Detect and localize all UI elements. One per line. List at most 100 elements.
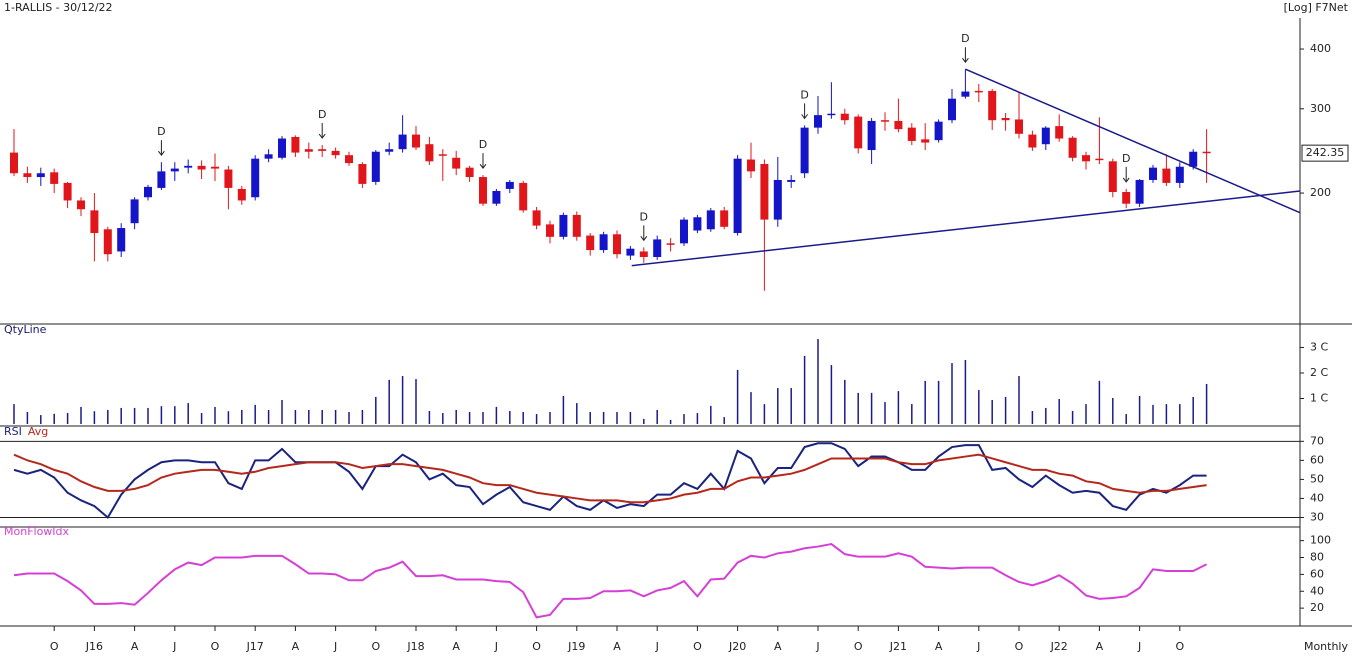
- signal-label: D: [640, 210, 648, 223]
- frames: [0, 18, 1352, 627]
- x-tick-label: A: [1096, 640, 1104, 653]
- candle-body: [345, 155, 353, 164]
- signal-label: D: [800, 88, 808, 101]
- signal-label: D: [318, 108, 326, 121]
- y-tick-label: 300: [1310, 102, 1331, 115]
- legend-label: MonFlowIdx: [4, 525, 70, 538]
- candle-body: [50, 172, 59, 184]
- candle-body: [814, 115, 822, 128]
- candle-body: [224, 169, 233, 188]
- candle-body: [961, 91, 970, 97]
- y-tick-label: 200: [1310, 186, 1331, 199]
- x-tick-label: O: [371, 640, 380, 653]
- candle-body: [10, 152, 18, 174]
- candle-body: [1068, 137, 1077, 158]
- indicator-line: [13, 442, 1207, 520]
- y-tick-label: 400: [1310, 42, 1331, 55]
- x-tick-label: J21: [889, 640, 907, 653]
- candle-body: [854, 116, 863, 149]
- candle-body: [1015, 119, 1023, 134]
- candle-body: [733, 158, 742, 234]
- candle-body: [747, 159, 755, 172]
- candle-body: [77, 200, 85, 210]
- signal-arrowhead: [640, 236, 648, 242]
- candle-body: [1162, 168, 1171, 183]
- candle-body: [1202, 151, 1211, 154]
- candle-body: [1175, 166, 1184, 183]
- panel-title: QtyLine: [4, 323, 47, 336]
- candle-body: [1041, 127, 1050, 145]
- y-tick-label: 60: [1310, 453, 1324, 466]
- x-axis-label: Monthly: [1304, 640, 1349, 653]
- candle-body: [291, 136, 300, 153]
- signal-label: D: [157, 125, 165, 138]
- y-tick-label: 3 C: [1310, 340, 1328, 353]
- candle-body: [827, 113, 836, 116]
- candle-body: [907, 127, 916, 141]
- candle-body: [948, 98, 956, 121]
- candle-body: [63, 182, 72, 201]
- y-tick-label: 1 C: [1310, 391, 1328, 404]
- candle-body: [974, 90, 983, 93]
- candle-body: [867, 120, 876, 151]
- candle-body: [371, 151, 380, 182]
- signal-arrowhead: [1122, 177, 1130, 183]
- candle-body: [278, 138, 286, 158]
- signal-label: D: [961, 32, 969, 45]
- signal-arrowhead: [801, 114, 808, 120]
- candle-body: [237, 188, 246, 201]
- trendline: [631, 190, 1301, 267]
- indicator-line: [13, 542, 1208, 619]
- signal-arrowhead: [158, 150, 165, 157]
- y-tick-label: 40: [1310, 584, 1324, 597]
- price-tag: 242.35: [1306, 146, 1345, 159]
- x-tick-label: O: [1015, 640, 1024, 653]
- candle-body: [103, 229, 112, 255]
- candle-body: [304, 149, 313, 152]
- candle-body: [331, 150, 340, 156]
- x-tick-label: A: [935, 640, 943, 653]
- legend-label: RSI: [4, 425, 22, 438]
- signal-arrowhead: [962, 57, 969, 64]
- candle-body: [90, 210, 99, 234]
- price-tag-box: [1301, 144, 1349, 162]
- candle-body: [144, 186, 152, 198]
- x-tick-label: J16: [85, 640, 103, 653]
- x-tick-label: O: [693, 640, 702, 653]
- y-tick-label: 2 C: [1310, 366, 1328, 379]
- y-tick-label: 50: [1310, 472, 1324, 485]
- candle-body: [1108, 161, 1117, 193]
- x-tick-label: A: [774, 640, 782, 653]
- candle-body: [318, 149, 327, 151]
- candle-body: [653, 239, 662, 258]
- candle-body: [720, 210, 729, 227]
- candle-body: [1149, 167, 1157, 180]
- candle-body: [117, 228, 126, 252]
- candle-body: [36, 173, 45, 178]
- candle-body: [800, 127, 809, 174]
- candle-body: [760, 164, 769, 220]
- candle-body: [532, 210, 541, 226]
- chart-subtitle: [Log] F7Net: [1284, 1, 1349, 14]
- candle-body: [988, 90, 997, 121]
- signal-label: D: [479, 138, 487, 151]
- x-tick-label: O: [1175, 640, 1184, 653]
- candle-body: [546, 224, 554, 237]
- x-tick-label: J: [655, 640, 659, 653]
- candle-body: [264, 154, 273, 159]
- candle-body: [1122, 192, 1131, 204]
- candle-body: [773, 179, 782, 220]
- x-tick-label: J: [976, 640, 980, 653]
- candle-body: [613, 234, 621, 255]
- trendline: [965, 68, 1301, 214]
- x-tick-label: J: [1137, 640, 1141, 653]
- candle-body: [1055, 126, 1064, 139]
- y-tick-label: 60: [1310, 567, 1324, 580]
- y-tick-label: 20: [1310, 601, 1324, 614]
- signal-arrowhead: [479, 163, 487, 169]
- candle-body: [1001, 118, 1010, 121]
- candle-body: [184, 165, 193, 168]
- signal-label: D: [1122, 152, 1130, 165]
